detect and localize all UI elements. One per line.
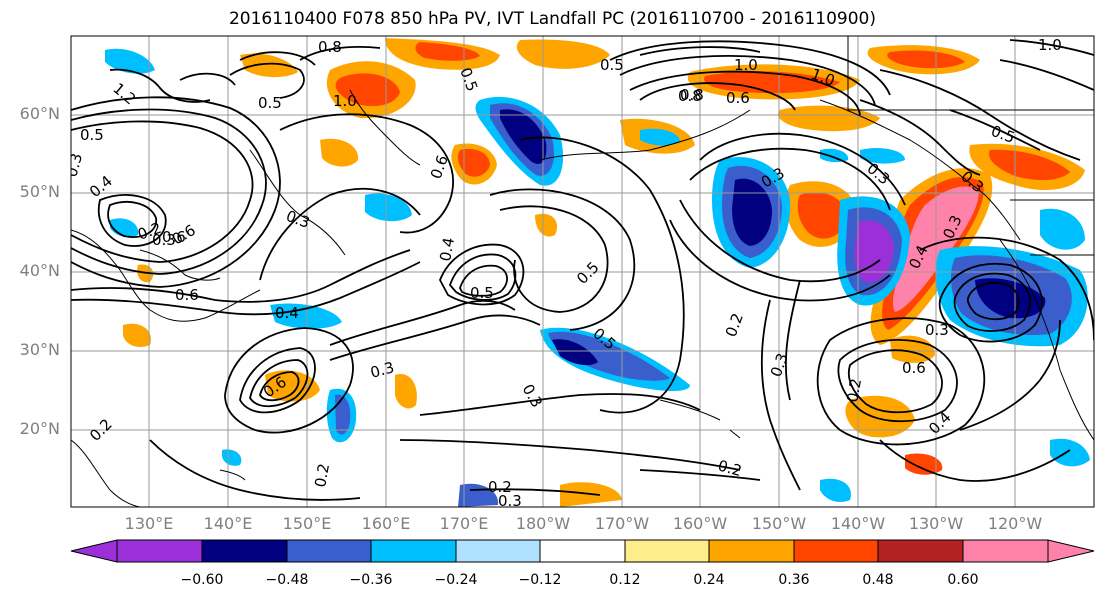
contour-label: 0.6: [726, 89, 750, 107]
contour-label: 0.5: [600, 56, 624, 74]
contour-label: 1.0: [333, 92, 357, 110]
contour-label: 0.6: [175, 286, 199, 304]
ivt-contours: [71, 39, 1094, 501]
contour-label: 0.3: [925, 321, 949, 339]
colorbar-tick-label: 0.24: [693, 572, 725, 588]
contour-label: 0.2: [488, 478, 512, 496]
colorbar-tick-label: −0.36: [349, 572, 393, 588]
map-title: 2016110400 F078 850 hPa PV, IVT Landfall…: [228, 9, 876, 29]
colorbar-segment: [201, 539, 288, 563]
contour-label: 0.8: [678, 87, 702, 105]
colorbar-tick-label: 0.12: [609, 572, 641, 588]
contour-label: 1.0: [1038, 36, 1062, 54]
colorbar-tick-label: 0.36: [778, 572, 810, 588]
lon-label: 180°W: [515, 514, 571, 533]
lat-label: 40°N: [19, 261, 60, 280]
lat-label: 60°N: [19, 104, 60, 123]
colorbar-segment: [539, 539, 626, 563]
lon-label: 150°E: [282, 514, 332, 533]
contour-label: 0.3: [152, 231, 176, 249]
contour-label: 0.6: [902, 359, 926, 377]
colorbar-segment: [1047, 539, 1095, 563]
contour-label: 1.0: [734, 56, 758, 74]
contour-label: 0.2: [311, 462, 333, 489]
lat-label: 20°N: [19, 419, 60, 438]
colorbar-segment: [708, 539, 795, 563]
contour-label: 0.3: [498, 492, 522, 510]
lon-label: 170°E: [439, 514, 489, 533]
colorbar-segment: [116, 539, 203, 563]
lon-label: 130°W: [908, 514, 964, 533]
contour-label: 0.5: [80, 126, 104, 144]
colorbar-segment: [624, 539, 710, 563]
lon-label: 140°W: [830, 514, 886, 533]
colorbar-tick-label: −0.12: [518, 572, 562, 588]
lon-label: 120°W: [987, 514, 1043, 533]
contour-label: 0.6: [162, 228, 186, 246]
map-frame: [70, 35, 1095, 508]
map-plot-area: 0.8 0.5 1.2 1.0 0.5 0.3 0.3 0.4 0.6 0.3 …: [71, 36, 1094, 510]
colorbar-tick-label: 0.48: [862, 572, 894, 588]
lat-label: 50°N: [19, 182, 60, 201]
lon-label: 130°E: [124, 514, 174, 533]
colorbar-segment: [70, 539, 118, 563]
colorbar-segment: [877, 539, 964, 563]
colorbar-tick-label: −0.60: [180, 572, 224, 588]
lon-label: 170°W: [594, 514, 650, 533]
colorbar-segment: [793, 539, 879, 563]
colorbar-tick-label: −0.24: [434, 572, 478, 588]
lon-label: 160°E: [361, 514, 411, 533]
contour-label: 0.5: [470, 284, 494, 302]
lat-label: 30°N: [19, 340, 60, 359]
lon-label: 160°W: [672, 514, 728, 533]
graticule: [71, 36, 1094, 507]
contour-label: 0.4: [436, 236, 458, 263]
colorbar: [70, 539, 1095, 563]
contour-label: 0.8: [680, 86, 704, 104]
contour-label: 0.3: [368, 358, 396, 382]
colorbar-segment: [286, 539, 372, 563]
contour-label: 0.5: [258, 94, 282, 112]
contour-labels: 0.8 0.5 1.2 1.0 0.5 0.3 0.3 0.4 0.6 0.3 …: [71, 36, 1062, 510]
contour-label: 0.2: [716, 456, 744, 480]
lon-label: 140°E: [203, 514, 253, 533]
contour-label: 0.8: [318, 38, 342, 56]
lon-label: 150°W: [751, 514, 807, 533]
colorbar-segment: [455, 539, 541, 563]
colorbar-tick-label: −0.48: [265, 572, 309, 588]
colorbar-tick-label: 0.60: [947, 572, 979, 588]
contour-label: 0.2: [843, 377, 865, 404]
contour-label: 0.4: [275, 304, 299, 322]
colorbar-segment: [962, 539, 1049, 563]
colorbar-segment: [370, 539, 457, 563]
